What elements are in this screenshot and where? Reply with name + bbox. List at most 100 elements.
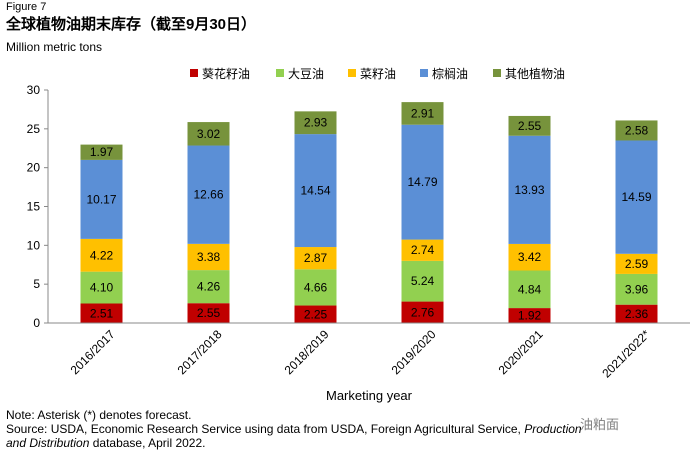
watermark: 油粕面 [580, 417, 620, 432]
bar-segment-sunflower [80, 303, 123, 323]
data-label-sunflower: 2.51 [90, 306, 114, 320]
bar-segment-palm [615, 140, 658, 254]
data-label-soybean: 4.84 [518, 282, 542, 296]
bar-segment-other [401, 102, 444, 125]
bar-segment-rapeseed [294, 247, 337, 270]
data-label-palm: 12.66 [193, 188, 223, 202]
bars: 2.51 4.10 4.22 10.17 1.97 2.55 4.26 3.38 12.66 3.… [80, 102, 658, 323]
figure-label: Figure 7 [6, 1, 47, 13]
legend-label-other: 其他植物油 [505, 66, 565, 81]
x-tick-label: 2018/2019 [282, 327, 332, 377]
x-axis: 2016/2017 2017/2018 2018/2019 2019/2020 2020… [48, 322, 690, 403]
note-source-suffix: database, April 2022. [89, 436, 206, 450]
x-axis-title: Marketing year [326, 388, 413, 403]
bar-segment-palm [80, 159, 123, 239]
x-tick-label: 2021/2022* [599, 327, 653, 381]
data-label-sunflower: 2.55 [197, 306, 221, 320]
legend-label-rapeseed: 菜籽油 [360, 67, 396, 81]
data-label-soybean: 4.66 [304, 280, 328, 294]
x-tick-label: 2016/2017 [68, 327, 118, 377]
bar-segment-other [615, 120, 658, 141]
legend-label-sunflower: 葵花籽油 [202, 66, 250, 81]
legend-swatch-palm [420, 69, 428, 77]
bar-segment-other [187, 122, 230, 146]
bar-segment-soybean [80, 271, 123, 304]
data-label-sunflower: 2.76 [411, 305, 435, 319]
data-label-other: 2.93 [304, 116, 328, 130]
note-source: Source: USDA, Economic Research Service … [6, 422, 696, 436]
data-label-other: 1.97 [90, 145, 114, 159]
bar-segment-other [80, 144, 123, 160]
y-tick-label: 30 [27, 83, 41, 97]
bar-segment-rapeseed [615, 253, 658, 274]
bar-segment-sunflower [615, 304, 658, 323]
data-label-palm: 10.17 [86, 192, 116, 206]
y-tick-label: 20 [27, 161, 41, 175]
data-label-palm: 14.79 [407, 175, 437, 189]
bar-segment-palm [401, 124, 444, 240]
data-label-rapeseed: 2.74 [411, 243, 435, 257]
data-label-other: 2.58 [625, 123, 649, 137]
data-label-soybean: 3.96 [625, 282, 649, 296]
legend-swatch-soybean [276, 69, 284, 77]
data-label-sunflower: 2.36 [625, 307, 649, 321]
bar-segment-sunflower [187, 303, 230, 323]
legend-swatch-other [493, 69, 501, 77]
data-label-other: 2.55 [518, 119, 542, 133]
legend-swatch-rapeseed [348, 69, 356, 77]
bar-segment-palm [294, 134, 337, 248]
bar-segment-palm [508, 135, 551, 244]
note-forecast: Note: Asterisk (*) denotes forecast. [6, 408, 192, 422]
bar-segment-soybean [508, 270, 551, 309]
data-label-soybean: 5.24 [411, 274, 435, 288]
data-label-palm: 14.54 [300, 184, 330, 198]
bar-segment-rapeseed [187, 243, 230, 271]
data-label-other: 2.91 [411, 106, 435, 120]
bar-segment-rapeseed [401, 239, 444, 261]
note-source-text: Source: USDA, Economic Research Service … [6, 422, 525, 436]
bar-segment-soybean [401, 260, 444, 302]
y-axis: 0 5 10 15 20 25 30 [27, 83, 49, 330]
bar-segment-soybean [187, 270, 230, 304]
y-tick-label: 15 [27, 200, 41, 214]
data-label-sunflower: 2.25 [304, 307, 328, 321]
bar-segment-sunflower [294, 305, 337, 323]
y-tick-label: 25 [27, 122, 41, 136]
x-tick-label: 2019/2020 [389, 327, 439, 377]
bar-segment-soybean [294, 269, 337, 306]
bar-segment-rapeseed [80, 238, 123, 272]
data-label-palm: 14.59 [621, 190, 651, 204]
bar-segment-sunflower [401, 301, 444, 323]
data-label-sunflower: 1.92 [518, 309, 542, 323]
legend-label-palm: 棕榈油 [432, 66, 468, 81]
legend-label-soybean: 大豆油 [288, 67, 324, 81]
y-tick-label: 0 [33, 316, 40, 330]
chart-title: 全球植物油期末库存（截至9月30日） [6, 16, 257, 33]
x-tick-label: 2017/2018 [175, 327, 225, 377]
data-label-soybean: 4.26 [197, 280, 221, 294]
bar-segment-palm [187, 145, 230, 244]
y-axis-unit-label: Million metric tons [6, 40, 103, 54]
bar-segment-rapeseed [508, 243, 551, 271]
bar-segment-other [294, 111, 337, 135]
y-tick-label: 5 [33, 277, 40, 291]
stacked-bar-chart: 葵花籽油 大豆油 菜籽油 棕榈油 其他植物油 0 5 10 15 20 25 30 2.51 4.10… [27, 66, 690, 403]
bar-segment-soybean [615, 273, 658, 305]
data-label-rapeseed: 2.59 [625, 257, 649, 271]
bar-segment-other [508, 115, 551, 136]
x-tick-label: 2020/2021 [496, 327, 546, 377]
notes: Note: Asterisk (*) denotes forecast. Sou… [6, 408, 696, 450]
note-source-italic: Production [524, 422, 582, 436]
data-label-rapeseed: 3.42 [518, 250, 542, 264]
data-label-rapeseed: 4.22 [90, 248, 114, 262]
legend: 葵花籽油 大豆油 菜籽油 棕榈油 其他植物油 [190, 66, 565, 81]
data-label-rapeseed: 3.38 [197, 250, 221, 264]
note-source-italic-2: and Distribution [6, 436, 90, 450]
legend-swatch-sunflower [190, 69, 198, 77]
data-label-soybean: 4.10 [90, 281, 114, 295]
data-label-rapeseed: 2.87 [304, 251, 328, 265]
bar-segment-sunflower [508, 308, 551, 323]
data-label-other: 3.02 [197, 127, 221, 141]
note-source-cont: and Distribution database, April 2022. [6, 436, 696, 450]
data-label-palm: 13.93 [514, 183, 544, 197]
